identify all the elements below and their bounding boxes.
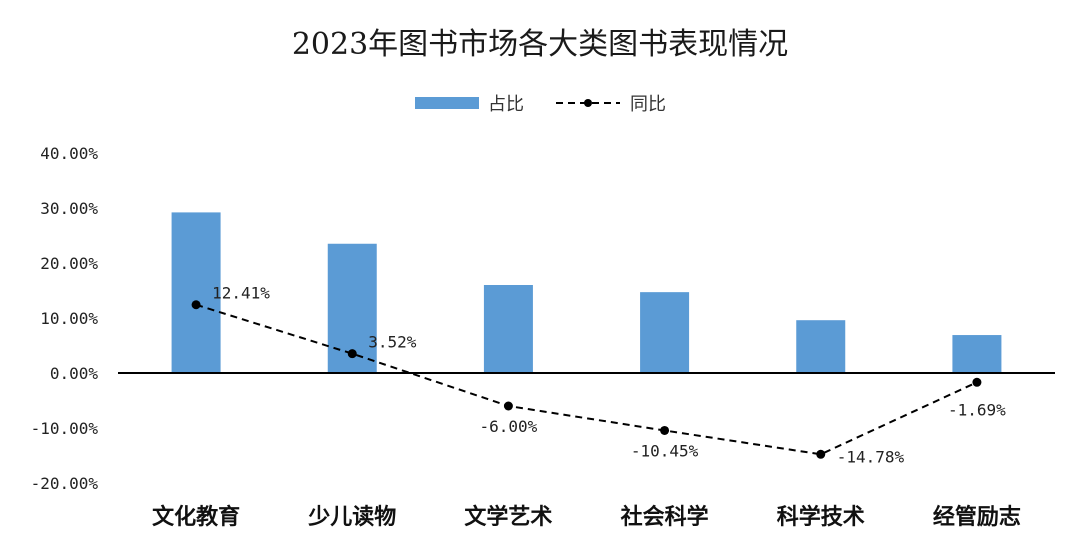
y-tick-label: 0.00% (50, 364, 99, 383)
y-tick-label: 20.00% (40, 254, 98, 273)
data-label: -6.00% (480, 417, 538, 436)
category-label: 经管励志 (933, 504, 1021, 530)
line-point (972, 377, 982, 387)
legend-swatch-marker (584, 99, 592, 107)
line-path (195, 303, 978, 456)
x-axis: 文化教育 少儿读物 文学艺术 社会科学 科学技术 经管励志 (152, 504, 1021, 530)
category-label: 少儿读物 (307, 504, 396, 530)
line-point (660, 425, 670, 435)
bar (171, 212, 221, 373)
bar-series (171, 212, 1002, 373)
data-label: 3.52% (368, 333, 417, 352)
data-label: -1.69% (948, 400, 1006, 419)
y-tick-label: 10.00% (40, 309, 98, 328)
y-axis: 40.00% 30.00% 20.00% 10.00% 0.00% -10.00% -20.… (31, 144, 99, 493)
category-label: 科学技术 (777, 504, 865, 530)
line-point (816, 449, 826, 459)
y-tick-label: -20.00% (31, 474, 99, 493)
y-tick-label: 30.00% (40, 199, 98, 218)
line-point (347, 349, 357, 359)
y-tick-label: -10.00% (31, 419, 99, 438)
legend-swatch-bar (415, 97, 479, 109)
line-point (191, 300, 201, 310)
line-point (503, 401, 513, 411)
category-label: 社会科学 (621, 504, 709, 530)
category-label: 文学艺术 (464, 504, 552, 530)
bar (483, 285, 533, 373)
bar (640, 292, 690, 373)
legend: 占比 同比 (415, 94, 666, 115)
y-tick-label: 40.00% (40, 144, 98, 163)
chart-title: 2023年图书市场各大类图书表现情况 (292, 27, 788, 62)
legend-label-bar: 占比 (488, 94, 524, 115)
legend-label-line: 同比 (630, 94, 666, 115)
data-label: 12.41% (212, 284, 270, 303)
data-label: -14.78% (837, 447, 905, 466)
data-label: -10.45% (631, 441, 699, 460)
bar (952, 335, 1002, 373)
bar (796, 320, 846, 373)
category-label: 文化教育 (152, 504, 240, 530)
line-series: 12.41% 3.52% -6.00% -10.45% -14.78% -1.69% (191, 284, 1006, 466)
